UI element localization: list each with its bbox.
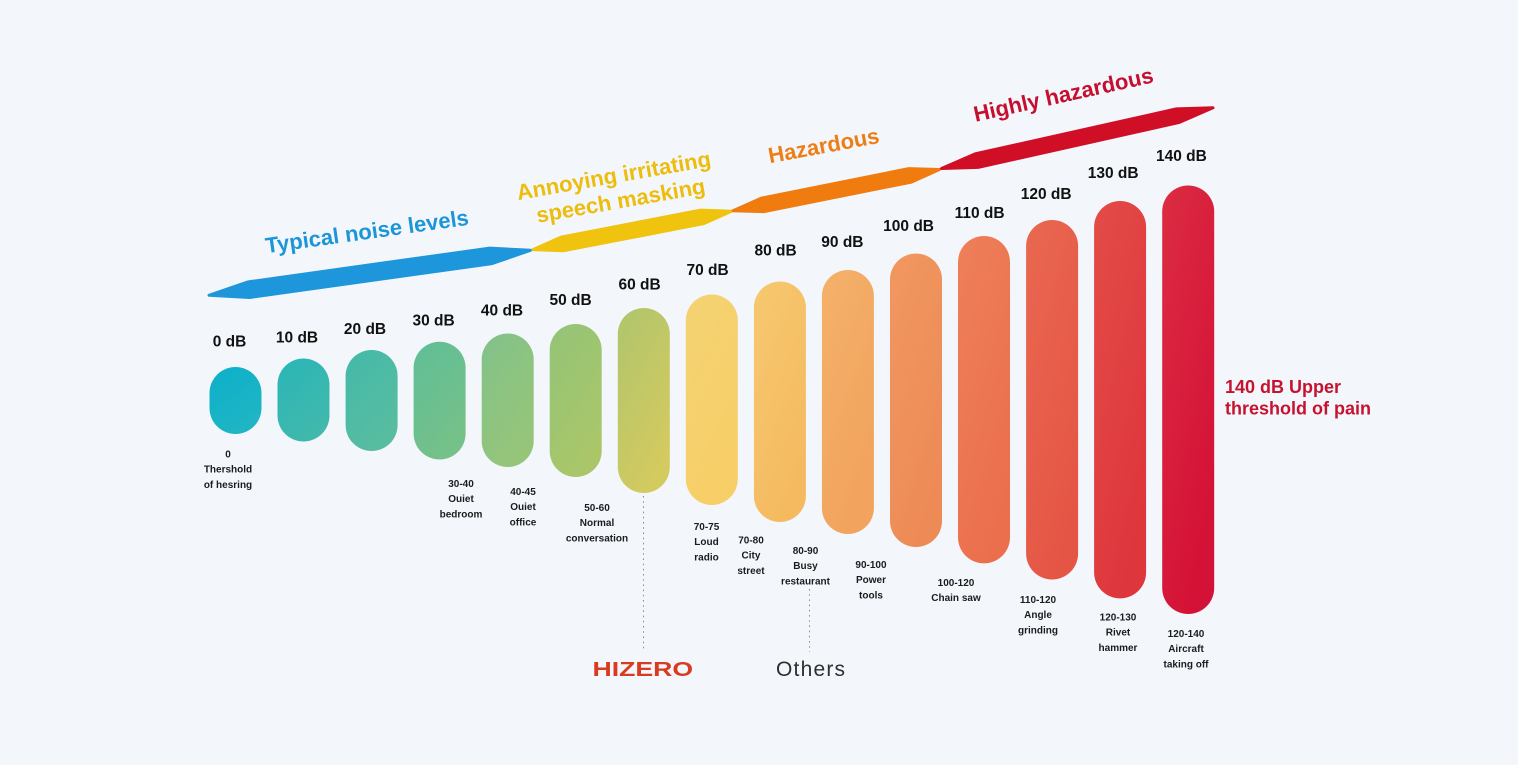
- svg-text:40-45: 40-45: [510, 487, 536, 498]
- svg-text:30 dB: 30 dB: [412, 313, 454, 330]
- svg-text:50 dB: 50 dB: [549, 292, 591, 309]
- svg-text:30-40: 30-40: [448, 479, 474, 490]
- svg-text:120-140: 120-140: [1168, 629, 1205, 640]
- svg-text:Angle: Angle: [1024, 610, 1052, 621]
- svg-text:140 dB: 140 dB: [1156, 148, 1207, 165]
- svg-text:City: City: [742, 551, 761, 562]
- svg-text:90-100: 90-100: [855, 560, 887, 571]
- svg-text:Loud: Loud: [694, 537, 718, 548]
- svg-text:140 dB Upper: 140 dB Upper: [1225, 377, 1341, 397]
- svg-text:of hesring: of hesring: [204, 480, 252, 491]
- svg-text:Aircraft: Aircraft: [1168, 644, 1204, 655]
- svg-text:threshold of pain: threshold of pain: [1225, 399, 1371, 419]
- svg-text:60 dB: 60 dB: [618, 277, 660, 294]
- svg-text:bedroom: bedroom: [440, 509, 483, 520]
- svg-text:90 dB: 90 dB: [821, 234, 863, 251]
- svg-text:80 dB: 80 dB: [754, 243, 796, 260]
- svg-text:street: street: [737, 566, 765, 577]
- svg-text:hammer: hammer: [1099, 643, 1138, 654]
- svg-text:100 dB: 100 dB: [883, 218, 934, 235]
- svg-text:40 dB: 40 dB: [481, 303, 523, 320]
- svg-text:110 dB: 110 dB: [955, 205, 1005, 222]
- svg-text:70-75: 70-75: [694, 522, 720, 533]
- svg-text:Normal: Normal: [580, 518, 615, 529]
- svg-text:tools: tools: [859, 590, 883, 601]
- svg-text:100-120: 100-120: [938, 578, 975, 589]
- svg-text:taking off: taking off: [1164, 659, 1210, 670]
- svg-text:Power: Power: [856, 575, 886, 586]
- svg-text:70-80: 70-80: [738, 536, 764, 547]
- svg-text:110-120: 110-120: [1020, 595, 1057, 606]
- svg-text:10 dB: 10 dB: [276, 330, 318, 347]
- svg-text:Ouiet: Ouiet: [510, 502, 536, 513]
- svg-text:Ouiet: Ouiet: [448, 494, 474, 505]
- svg-text:Rivet: Rivet: [1106, 628, 1131, 639]
- svg-text:HIZERO: HIZERO: [593, 658, 694, 681]
- svg-text:Others: Others: [776, 658, 846, 681]
- svg-text:Chain saw: Chain saw: [931, 593, 981, 604]
- svg-text:120 dB: 120 dB: [1021, 186, 1072, 203]
- svg-text:radio: radio: [694, 552, 718, 563]
- svg-text:20 dB: 20 dB: [344, 321, 386, 338]
- svg-text:restaurant: restaurant: [781, 576, 831, 587]
- svg-text:70 dB: 70 dB: [686, 262, 728, 279]
- svg-text:130 dB: 130 dB: [1088, 165, 1139, 182]
- svg-text:grinding: grinding: [1018, 625, 1058, 636]
- svg-text:0 dB: 0 dB: [213, 334, 247, 351]
- svg-text:0: 0: [225, 450, 231, 461]
- svg-text:Busy: Busy: [793, 561, 818, 572]
- svg-text:office: office: [510, 517, 537, 528]
- svg-text:80-90: 80-90: [793, 546, 819, 557]
- svg-text:conversation: conversation: [566, 533, 628, 544]
- svg-text:Thershold: Thershold: [204, 465, 252, 476]
- svg-text:120-130: 120-130: [1100, 613, 1137, 624]
- svg-text:50-60: 50-60: [584, 503, 610, 514]
